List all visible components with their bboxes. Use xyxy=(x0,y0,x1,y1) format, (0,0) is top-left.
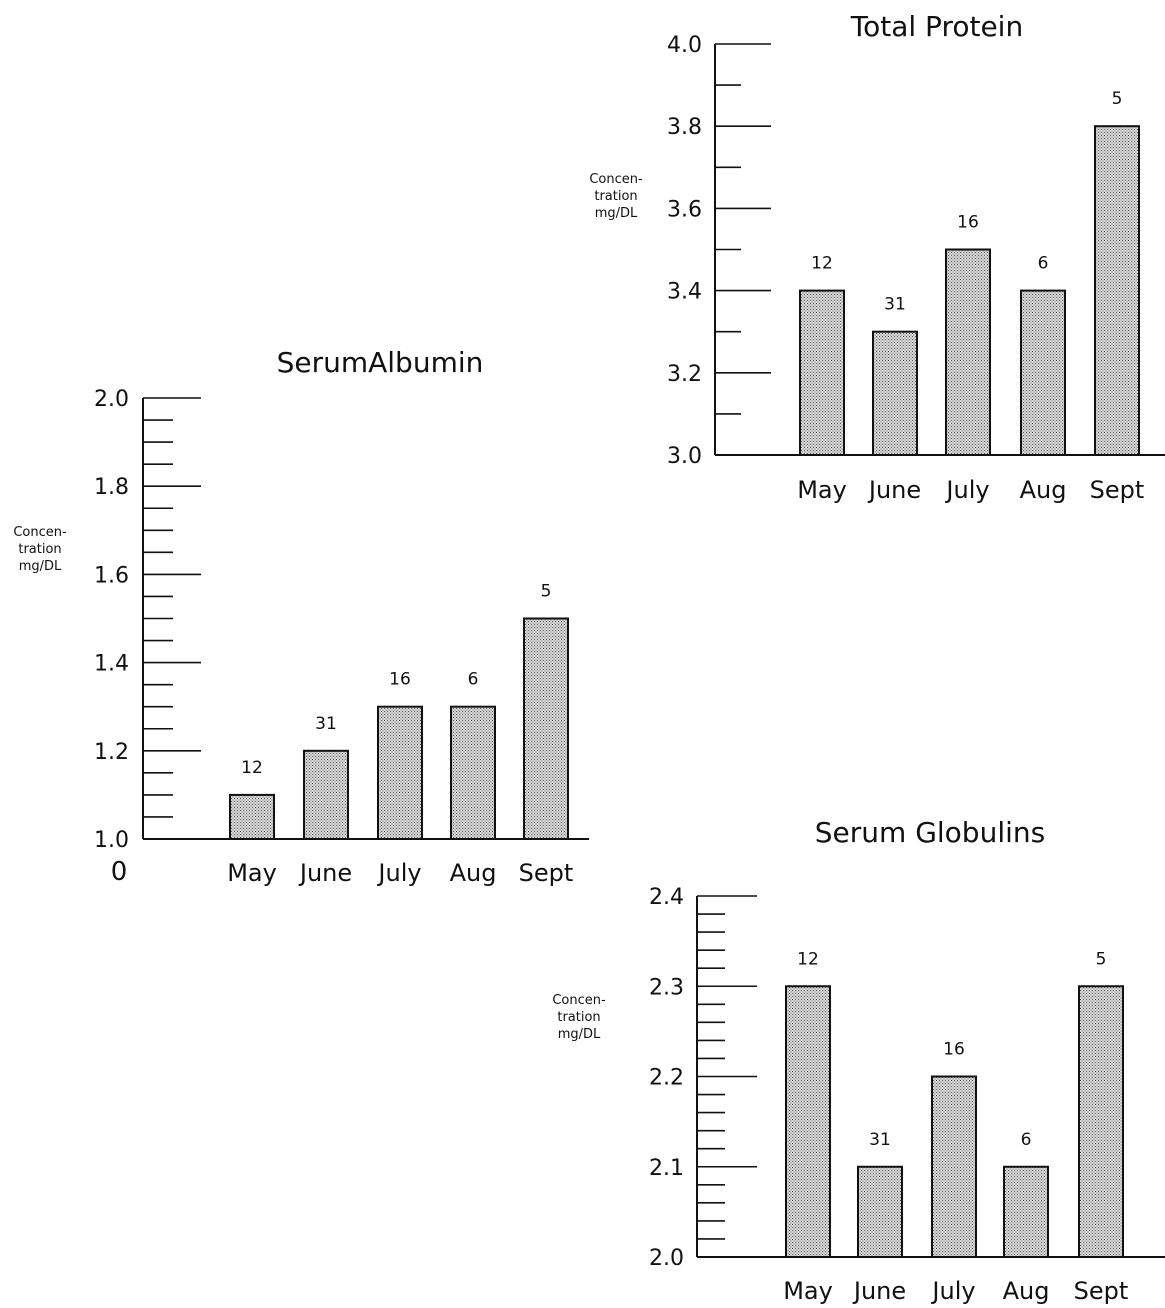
bar-may xyxy=(229,793,275,841)
x-category-label: Aug xyxy=(450,859,497,887)
y-tick-label: 2.3 xyxy=(649,975,684,1000)
bar-count-label: 5 xyxy=(1112,89,1123,109)
x-category-label: Sept xyxy=(1090,476,1145,504)
bar-sept xyxy=(1094,125,1140,456)
y-tick-label: 1.2 xyxy=(94,740,129,765)
chart-title: SerumAlbumin xyxy=(277,346,484,379)
y-tick-label: 3.4 xyxy=(667,280,702,305)
chart-title: Total Protein xyxy=(850,10,1023,43)
bar-count-label: 16 xyxy=(957,213,979,233)
y-tick-label: 2.4 xyxy=(649,885,684,910)
bar-count-label: 6 xyxy=(1038,254,1049,274)
y-tick-label: 3.8 xyxy=(667,115,702,140)
bar-aug xyxy=(1003,1165,1049,1258)
chart-total-protein: Total Protein Concen-tration mg/DL 3.0 3.2 3.… xyxy=(589,10,1165,504)
y-tick-label: 4.0 xyxy=(667,33,702,58)
y-tick-label: 3.2 xyxy=(667,362,702,387)
y-axis-label-line: mg/DL xyxy=(19,559,62,574)
chart-serum-albumin: SerumAlbumin Concen-tration mg/DL 1.0 1.2 1.4… xyxy=(13,346,589,887)
bar-sept xyxy=(1078,985,1124,1258)
x-category-label: July xyxy=(930,1277,975,1305)
x-category-label: June xyxy=(852,1277,906,1305)
x-category-label: Aug xyxy=(1020,476,1067,504)
bar-count-label: 6 xyxy=(468,670,479,690)
x-category-label: July xyxy=(944,476,989,504)
y-axis-label-line: tration xyxy=(557,1010,600,1025)
x-category-label: June xyxy=(867,476,921,504)
y-axis-label-line: tration xyxy=(18,542,61,557)
y-axis-label-line: Concen- xyxy=(589,172,643,187)
bar-count-label: 5 xyxy=(541,582,552,602)
x-category-label: May xyxy=(783,1277,833,1305)
y-tick-label: 2.2 xyxy=(649,1066,684,1091)
y-tick-label: 2.0 xyxy=(94,387,129,412)
bar-aug xyxy=(1020,289,1066,456)
bar-count-label: 31 xyxy=(884,295,906,315)
bar-june xyxy=(303,749,349,840)
chart-title: Serum Globulins xyxy=(815,816,1045,849)
chart-serum-globulins: Serum Globulins Concen-tration mg/DL 2.0 2.1… xyxy=(552,816,1165,1305)
y-tick-label: 1.6 xyxy=(94,563,129,588)
x-category-label: Sept xyxy=(519,859,574,887)
bar-aug xyxy=(450,705,496,841)
bar-count-label: 31 xyxy=(315,714,337,734)
bar-count-label: 16 xyxy=(943,1040,965,1060)
x-category-label: Aug xyxy=(1003,1277,1050,1305)
bar-june xyxy=(857,1165,903,1258)
y-axis-label-line: Concen- xyxy=(552,993,606,1008)
y-tick-label: 1.0 xyxy=(94,828,129,853)
x-category-label: June xyxy=(298,859,352,887)
bar-sept xyxy=(523,617,569,840)
bar-count-label: 5 xyxy=(1096,949,1107,969)
bar-july xyxy=(931,1075,977,1258)
bar-count-label: 6 xyxy=(1021,1130,1032,1150)
y-tick-label: 1.4 xyxy=(94,652,129,677)
y-axis-label-line: Concen- xyxy=(13,525,67,540)
y-tick-label: 2.1 xyxy=(649,1156,684,1181)
bar-june xyxy=(872,330,918,457)
y-tick-label: 1.8 xyxy=(94,475,129,500)
x-category-label: May xyxy=(797,476,847,504)
y-axis-label-line: mg/DL xyxy=(558,1027,601,1042)
bar-count-label: 12 xyxy=(797,949,819,969)
x-category-label: Sept xyxy=(1074,1277,1129,1305)
y-axis-label-line: tration xyxy=(594,189,637,204)
y-tick-label: 3.0 xyxy=(667,444,702,469)
y-tick-label: 2.0 xyxy=(649,1246,684,1271)
x-category-label: July xyxy=(376,859,421,887)
bar-count-label: 12 xyxy=(811,254,833,274)
axis-origin-label: 0 xyxy=(111,857,128,887)
y-tick-label: 3.6 xyxy=(667,197,702,222)
bar-july xyxy=(377,705,423,841)
bar-count-label: 16 xyxy=(389,670,411,690)
y-axis-label-line: mg/DL xyxy=(595,206,638,221)
bar-may xyxy=(799,289,845,456)
bar-count-label: 31 xyxy=(869,1130,891,1150)
bar-july xyxy=(945,248,991,456)
bar-count-label: 12 xyxy=(241,758,263,778)
bar-may xyxy=(785,985,831,1258)
x-category-label: May xyxy=(227,859,277,887)
